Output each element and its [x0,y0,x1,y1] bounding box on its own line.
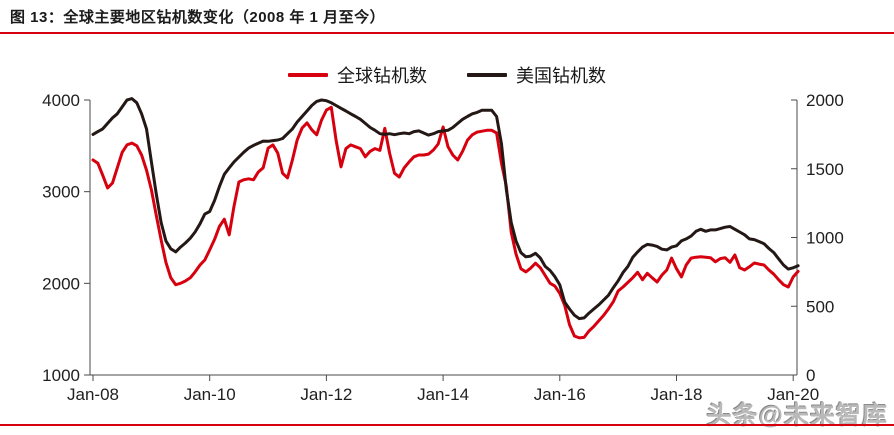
left-axis-tick-label: 2000 [42,274,80,293]
left-axis-tick-label: 1000 [42,366,80,385]
left-axis-tick-label: 3000 [42,183,80,202]
x-axis-tick-label: Jan-14 [417,385,469,404]
watermark-text: 头条@未来智库 [706,402,888,430]
legend-label-global: 全球钻机数 [337,66,427,86]
right-axis-tick-label: 2000 [806,91,844,110]
x-axis-tick-label: Jan-08 [67,385,119,404]
left-axis-tick-label: 4000 [42,91,80,110]
series-line-global [91,105,800,340]
legend-item-us: 美国钻机数 [467,62,606,88]
right-axis-tick-label: 1000 [806,229,844,248]
title-divider-rule [0,32,894,34]
bottom-divider-rule [0,424,894,426]
figure-title: 图 13：全球主要地区钻机数变化（2008 年 1 月至今） [10,9,386,26]
right-axis-tick-label: 0 [806,366,815,385]
global-line-swatch [288,73,328,77]
x-axis-tick-label: Jan-20 [767,385,819,404]
series-line-us [91,97,800,321]
right-axis-tick-label: 1500 [806,160,844,179]
x-axis-tick-label: Jan-10 [184,385,236,404]
right-axis-tick-label: 500 [806,297,834,316]
legend-label-us: 美国钻机数 [516,66,606,86]
x-axis-tick-label: Jan-16 [534,385,586,404]
x-axis-tick-label: Jan-12 [300,385,352,404]
x-axis-tick-label: Jan-18 [651,385,703,404]
legend-item-global: 全球钻机数 [288,62,427,88]
us-line-swatch [467,73,507,77]
chart-legend: 全球钻机数 美国钻机数 [0,62,894,88]
